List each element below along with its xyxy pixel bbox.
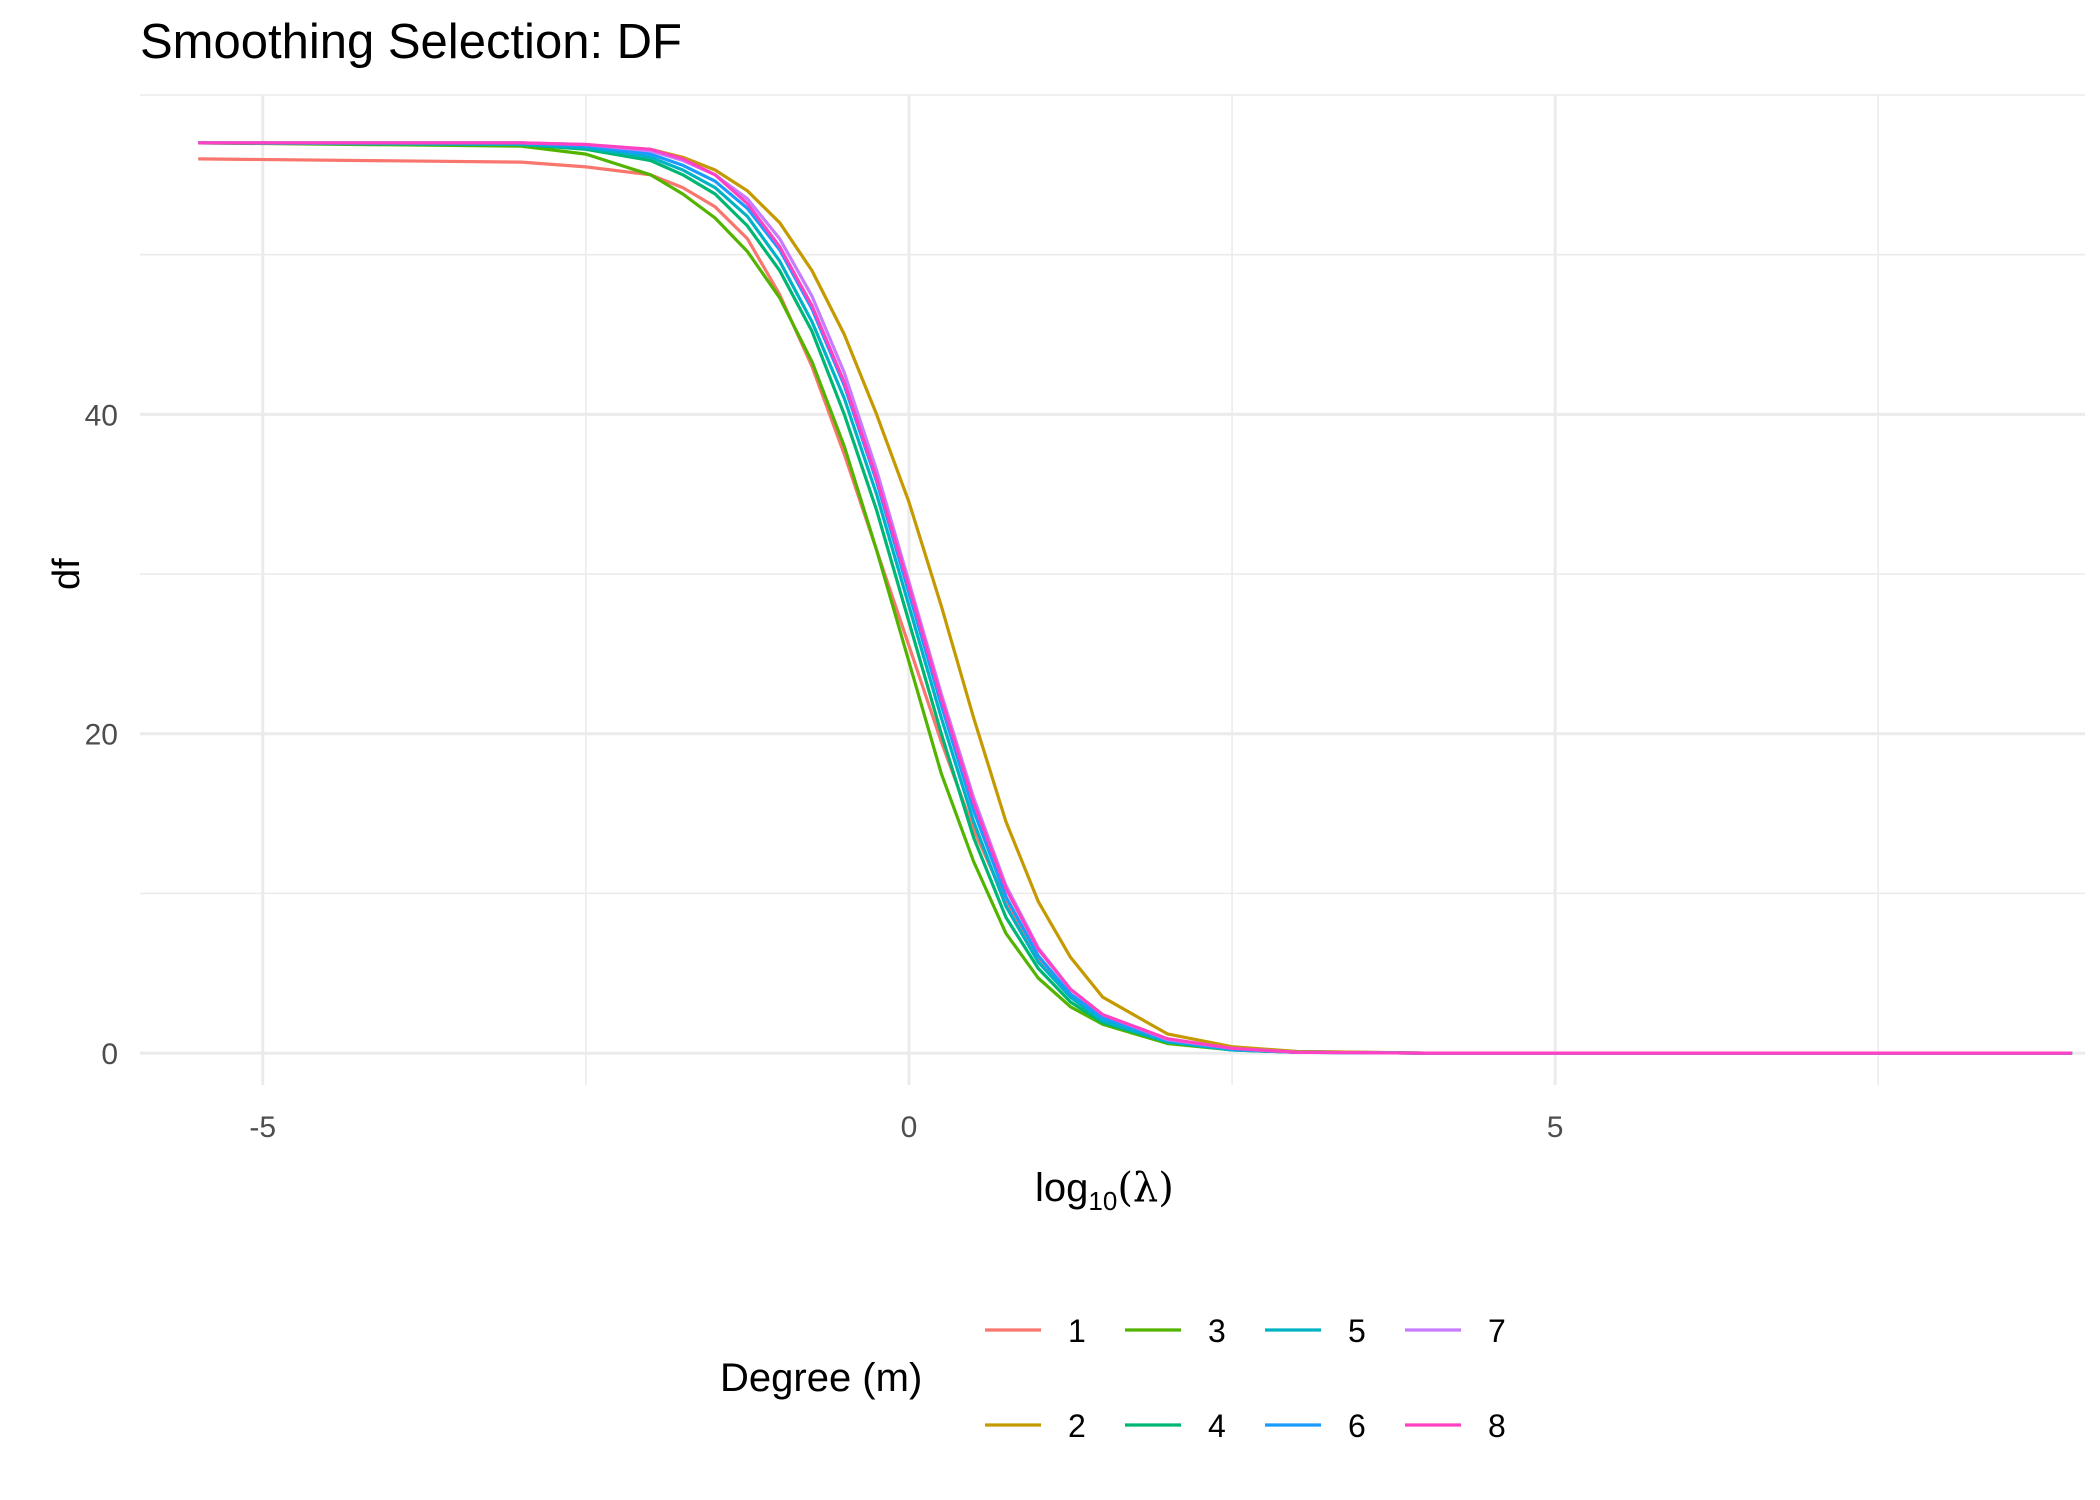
legend: 1 2 3 4 5 6 7 8 [985, 1313, 1506, 1444]
series-line-6 [198, 141, 2073, 1055]
series-line-1 [198, 157, 2073, 1055]
legend-label-6: 6 [1348, 1408, 1366, 1444]
legend-title: Degree (m) [720, 1356, 923, 1400]
chart-title: Smoothing Selection: DF [140, 15, 682, 69]
series-line-8 [198, 141, 2073, 1055]
series-line-4 [198, 141, 2073, 1055]
legend-label-2: 2 [1068, 1408, 1086, 1444]
y-tick-label: 0 [101, 1038, 118, 1071]
x-axis-label-subscript: 10 [1088, 1186, 1118, 1216]
x-axis-label-open: ( [1117, 1165, 1133, 1211]
x-axis-label-close: ) [1158, 1165, 1174, 1211]
series-line-3 [198, 141, 2073, 1055]
tick-labels: -5 0 5 0 20 40 [85, 399, 1564, 1144]
legend-label-8: 8 [1488, 1408, 1506, 1444]
x-tick-label: 0 [901, 1111, 918, 1144]
legend-label-1: 1 [1068, 1313, 1086, 1349]
grid-lines [140, 94, 2085, 1085]
series-lines [198, 141, 2073, 1055]
x-tick-label: -5 [249, 1111, 276, 1144]
legend-label-4: 4 [1208, 1408, 1226, 1444]
x-axis-label-base: log [1035, 1166, 1089, 1210]
y-tick-label: 20 [85, 719, 118, 752]
series-line-2 [198, 141, 2073, 1055]
legend-label-7: 7 [1488, 1313, 1506, 1349]
y-tick-label: 40 [85, 399, 118, 432]
legend-label-3: 3 [1208, 1313, 1226, 1349]
legend-label-5: 5 [1348, 1313, 1366, 1349]
y-axis-label: df [46, 558, 88, 590]
x-axis-label-symbol: λ [1132, 1165, 1159, 1211]
series-line-7 [198, 141, 2073, 1055]
series-line-5 [198, 141, 2073, 1055]
x-axis-label: log10(λ) [1035, 1165, 1174, 1217]
x-tick-label: 5 [1547, 1111, 1564, 1144]
